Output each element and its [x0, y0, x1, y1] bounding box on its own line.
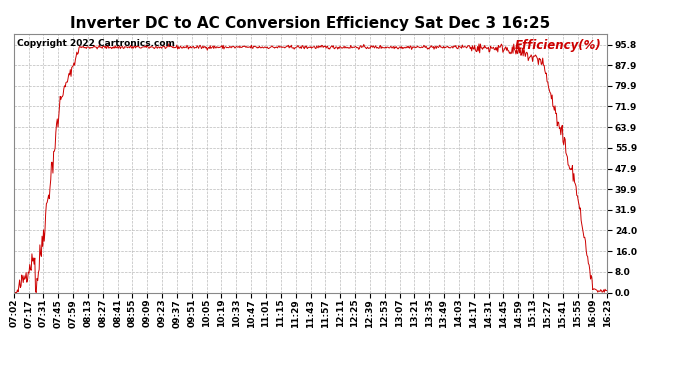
- Text: Efficiency(%): Efficiency(%): [515, 39, 601, 52]
- Text: Copyright 2022 Cartronics.com: Copyright 2022 Cartronics.com: [17, 39, 175, 48]
- Title: Inverter DC to AC Conversion Efficiency Sat Dec 3 16:25: Inverter DC to AC Conversion Efficiency …: [70, 16, 551, 31]
